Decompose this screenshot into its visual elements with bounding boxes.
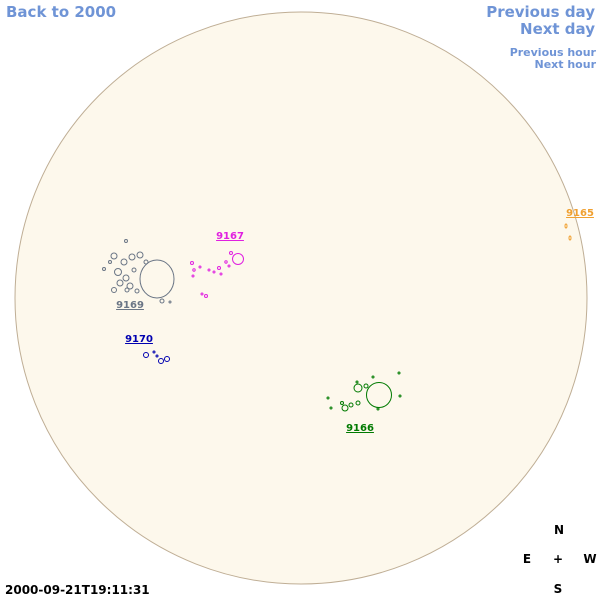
next-day-link[interactable]: Next day	[520, 20, 595, 38]
region-9165-spots	[564, 223, 572, 241]
region-9167-spots	[190, 251, 244, 298]
compass-south: S	[554, 582, 563, 596]
region-label[interactable]: 9167	[216, 231, 244, 242]
region-label[interactable]: 9170	[125, 334, 153, 345]
compass-north: N	[554, 523, 564, 537]
region-label[interactable]: 9169	[116, 300, 144, 311]
previous-hour-link[interactable]: Previous hour	[510, 46, 597, 59]
region-9166-spots	[326, 371, 402, 412]
back-link[interactable]: Back to 2000	[6, 3, 116, 21]
region-9170-spots	[143, 350, 170, 364]
solar-disk	[14, 11, 588, 585]
region-label[interactable]: 9166	[346, 423, 374, 434]
region-label[interactable]: 9165	[566, 208, 594, 219]
timestamp: 2000-09-21T19:11:31	[5, 583, 150, 597]
previous-day-link[interactable]: Previous day	[486, 3, 595, 21]
compass-west: W	[583, 552, 596, 566]
next-hour-link[interactable]: Next hour	[535, 58, 597, 71]
compass-center: +	[553, 552, 563, 566]
region-9169-spots	[102, 239, 175, 304]
compass-east: E	[523, 552, 531, 566]
